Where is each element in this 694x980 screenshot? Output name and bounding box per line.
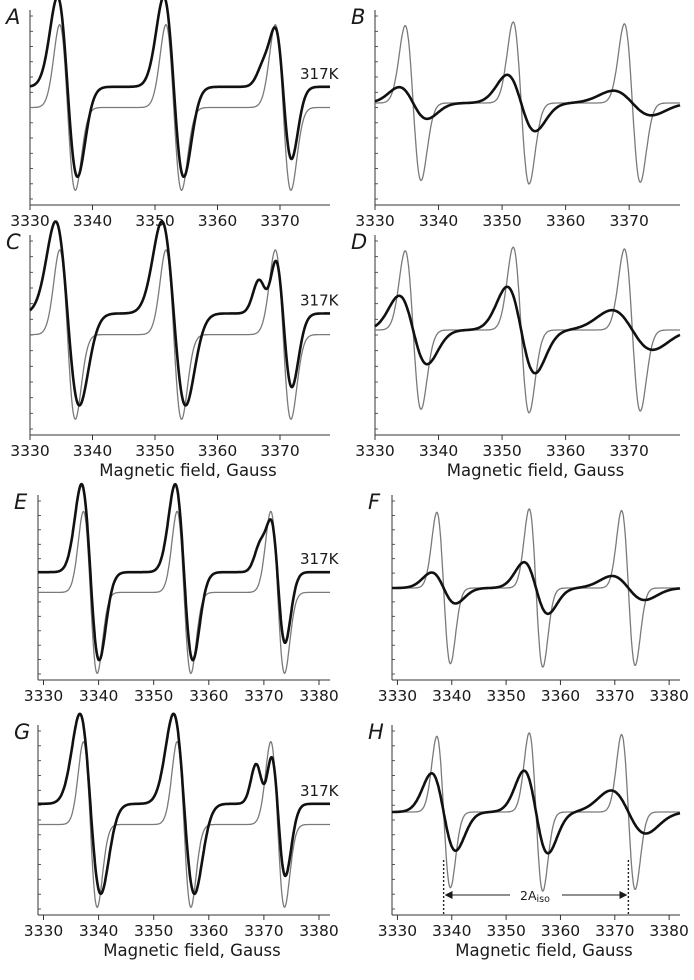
- panel-a: A 3330 3340 3350 3360 3370 317K: [4, 0, 340, 230]
- x-tick-label: 3330: [24, 922, 63, 940]
- panel-letter: H: [368, 720, 384, 744]
- x-tick-label: 3360: [546, 212, 585, 230]
- x-tick-label: 3370: [595, 922, 634, 940]
- x-tick-label: 3350: [135, 442, 174, 460]
- x-tick-label: 3330: [378, 922, 417, 940]
- reference-spectrum-line: [38, 740, 330, 909]
- x-tick-label: 3330: [10, 212, 49, 230]
- x-tick-label: 3380: [649, 687, 688, 705]
- x-tick-label: 3370: [260, 442, 299, 460]
- sample-spectrum-line: [37, 712, 331, 896]
- x-tick-label: 3340: [79, 922, 118, 940]
- x-tick-label: 3370: [609, 212, 648, 230]
- panel-letter: G: [14, 720, 30, 744]
- x-axis-label: Magnetic field, Gauss: [103, 941, 280, 960]
- temperature-label: 317K: [300, 65, 340, 83]
- panel-letter: C: [6, 230, 21, 254]
- panel-h: H 3330 3340 3350 3360 3370 3380 Magnetic field,…: [368, 720, 689, 960]
- x-tick-label: 3340: [432, 687, 471, 705]
- panel-letter: D: [351, 230, 367, 254]
- x-tick-label: 3360: [546, 442, 585, 460]
- sample-spectrum-line: [391, 560, 681, 616]
- panel-b: B 3330 3340 3350 3360 3370: [351, 5, 681, 230]
- x-tick-label: 3350: [482, 212, 521, 230]
- sample-spectrum-line: [374, 285, 681, 375]
- sample-spectrum-line: [29, 0, 331, 179]
- x-tick-label: 3350: [134, 687, 173, 705]
- x-axis-label: Magnetic field, Gauss: [455, 941, 632, 960]
- reference-spectrum-line: [375, 246, 680, 414]
- panel-e: E 3330 3340 3350 3360 3370 3380 317K: [14, 482, 340, 705]
- x-tick-label: 3330: [10, 442, 49, 460]
- x-tick-label: 3330: [355, 442, 394, 460]
- aiso-subscript: iso: [537, 894, 551, 905]
- sample-spectrum-line: [37, 482, 331, 662]
- x-tick-label: 3330: [378, 687, 417, 705]
- x-tick-label: 3330: [24, 687, 63, 705]
- x-tick-label: 3350: [134, 922, 173, 940]
- x-tick-label: 3370: [609, 442, 648, 460]
- x-tick-label: 3370: [244, 922, 283, 940]
- panel-f: F 3330 3340 3350 3360 3370 3380: [368, 490, 689, 705]
- x-tick-label: 3360: [189, 922, 228, 940]
- panel-letter: B: [351, 5, 365, 29]
- x-tick-label: 3360: [189, 687, 228, 705]
- temperature-label: 317K: [300, 550, 340, 568]
- temperature-label: 317K: [300, 291, 340, 309]
- aiso-label: 2Aiso: [520, 888, 550, 905]
- x-tick-label: 3350: [482, 442, 521, 460]
- panel-g: G 3330 3340 3350 3360 3370 3380 Magnetic field,…: [14, 712, 340, 960]
- x-tick-label: 3350: [486, 922, 525, 940]
- x-tick-label: 3350: [135, 212, 174, 230]
- x-tick-label: 3350: [486, 687, 525, 705]
- x-tick-label: 3380: [299, 922, 338, 940]
- x-tick-label: 3360: [198, 442, 237, 460]
- x-tick-label: 3370: [595, 687, 634, 705]
- x-tick-label: 3380: [299, 687, 338, 705]
- x-tick-label: 3360: [541, 922, 580, 940]
- x-tick-label: 3330: [355, 212, 394, 230]
- x-tick-label: 3340: [432, 922, 471, 940]
- x-tick-label: 3340: [73, 442, 112, 460]
- x-tick-label: 3370: [244, 687, 283, 705]
- x-axis-label: Magnetic field, Gauss: [447, 461, 624, 480]
- sample-spectrum-line: [391, 769, 681, 855]
- sample-spectrum-line: [29, 220, 331, 407]
- panel-letter: A: [4, 5, 20, 29]
- x-tick-label: 3360: [198, 212, 237, 230]
- x-tick-label: 3360: [541, 687, 580, 705]
- temperature-label: 317K: [300, 782, 340, 800]
- x-tick-label: 3340: [79, 687, 118, 705]
- x-axis-label: Magnetic field, Gauss: [99, 461, 276, 480]
- sample-spectrum-line: [374, 73, 681, 133]
- x-tick-label: 3340: [419, 442, 458, 460]
- x-tick-label: 3340: [73, 212, 112, 230]
- panel-letter: E: [14, 490, 28, 514]
- x-tick-label: 3340: [419, 212, 458, 230]
- panel-letter: F: [368, 490, 381, 514]
- x-tick-label: 3380: [649, 922, 688, 940]
- reference-spectrum-line: [375, 21, 680, 185]
- x-tick-label: 3370: [260, 212, 299, 230]
